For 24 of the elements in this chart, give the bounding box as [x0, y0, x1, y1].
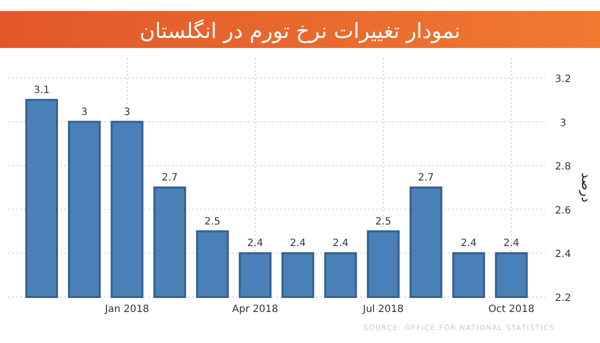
- data-label: 3.1: [34, 84, 50, 96]
- y-tick-label: 3.2: [555, 74, 571, 85]
- x-tick-label: Apr 2018: [232, 304, 278, 315]
- x-tick-label: Oct 2018: [488, 304, 534, 315]
- data-label: 2.7: [162, 172, 178, 184]
- y-tick-label: 2.8: [555, 162, 571, 173]
- data-label: 2.7: [418, 172, 434, 184]
- y-tick-label: 2.4: [555, 249, 571, 260]
- y-axis-title: درصد: [578, 172, 593, 203]
- data-label: 2.4: [332, 238, 349, 250]
- data-label: 2.4: [290, 238, 306, 250]
- data-label: 2.4: [460, 238, 477, 250]
- x-tick-label: Jan 2018: [104, 304, 150, 315]
- data-label: 2.5: [375, 216, 392, 228]
- data-label: 3: [81, 106, 88, 118]
- chart-title: نمودار تغییرات نرخ تورم در انگلستان: [140, 19, 460, 44]
- data-label: 2.4: [247, 238, 264, 250]
- data-label: 2.4: [503, 238, 520, 250]
- y-tick-label: 2.2: [555, 293, 571, 304]
- y-tick-label: 2.6: [555, 205, 571, 216]
- data-label: 2.5: [204, 216, 220, 228]
- y-tick-label: 3: [560, 118, 566, 129]
- data-label: 3: [124, 106, 130, 118]
- x-tick-label: Jul 2018: [362, 304, 404, 315]
